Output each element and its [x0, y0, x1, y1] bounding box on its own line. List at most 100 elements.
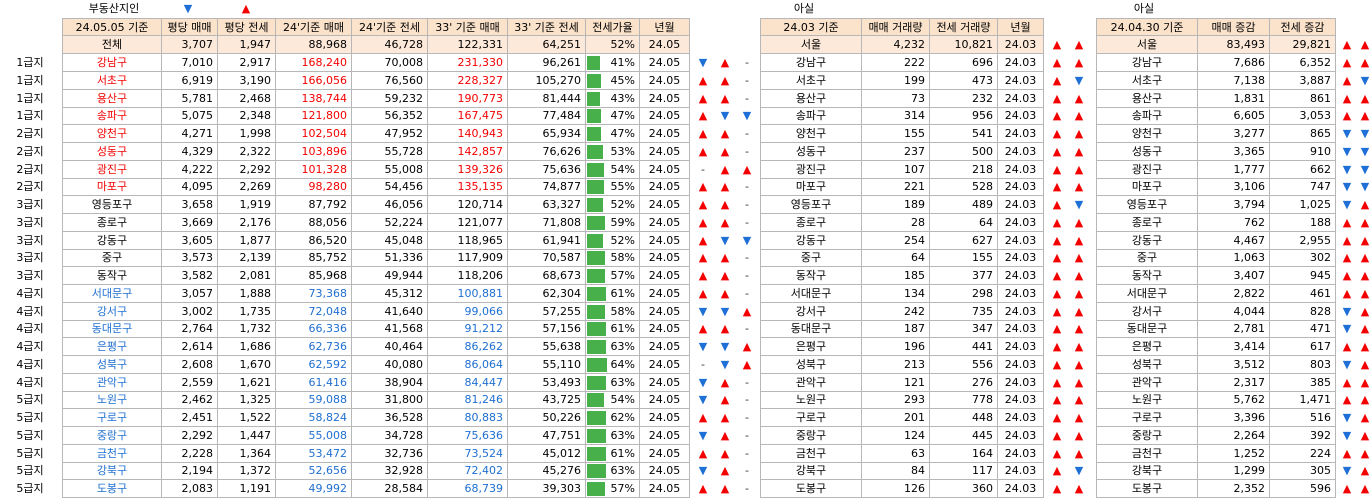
value-cell[interactable]: 1,888 — [218, 284, 276, 303]
district-name[interactable]: 도봉구 — [62, 480, 162, 498]
district-name[interactable]: 강북구 — [760, 462, 862, 481]
value-cell[interactable]: 166,056 — [276, 71, 352, 90]
value-cell[interactable]: 24.03 — [998, 444, 1044, 463]
value-cell[interactable]: 65,934 — [508, 125, 586, 143]
district-name[interactable]: 도봉구 — [1096, 480, 1198, 498]
value-cell[interactable]: 59% — [586, 213, 640, 232]
value-cell[interactable]: 910 — [1270, 142, 1336, 161]
value-cell[interactable]: 34,728 — [352, 426, 428, 445]
value-cell[interactable]: 221 — [862, 178, 930, 197]
value-cell[interactable]: 87,792 — [276, 196, 352, 214]
value-cell[interactable]: 103,896 — [276, 142, 352, 161]
district-name[interactable]: 광진구 — [1096, 160, 1198, 179]
value-cell[interactable]: 224 — [1270, 444, 1336, 463]
value-cell[interactable]: 64 — [862, 249, 930, 268]
district-name[interactable]: 마포구 — [1096, 178, 1198, 197]
value-cell[interactable]: 662 — [1270, 160, 1336, 179]
value-cell[interactable]: 138,744 — [276, 89, 352, 108]
value-cell[interactable]: 121,077 — [428, 213, 508, 232]
value-cell[interactable]: 617 — [1270, 338, 1336, 356]
value-cell[interactable]: 228,327 — [428, 71, 508, 90]
value-cell[interactable]: 24.05 — [640, 480, 690, 498]
value-cell[interactable]: 74,877 — [508, 178, 586, 197]
value-cell[interactable]: 53% — [586, 142, 640, 161]
value-cell[interactable]: 24.03 — [998, 284, 1044, 303]
value-cell[interactable]: 24.03 — [998, 426, 1044, 445]
value-cell[interactable]: 2,292 — [218, 160, 276, 179]
value-cell[interactable]: 24.03 — [998, 338, 1044, 356]
district-name[interactable]: 노원구 — [760, 391, 862, 410]
value-cell[interactable]: 2,468 — [218, 89, 276, 108]
district-name[interactable]: 강동구 — [1096, 231, 1198, 250]
value-cell[interactable]: 68,739 — [428, 480, 508, 498]
value-cell[interactable]: 84,447 — [428, 373, 508, 392]
value-cell[interactable]: 2,348 — [218, 107, 276, 126]
district-name[interactable]: 양천구 — [62, 125, 162, 143]
value-cell[interactable]: 1,919 — [218, 196, 276, 214]
district-name[interactable]: 송파구 — [1096, 107, 1198, 126]
district-name[interactable]: 영등포구 — [62, 196, 162, 214]
value-cell[interactable]: 61,941 — [508, 231, 586, 250]
value-cell[interactable]: 305 — [1270, 462, 1336, 481]
value-cell[interactable]: 73,368 — [276, 284, 352, 303]
value-cell[interactable]: 24.05 — [640, 409, 690, 427]
value-cell[interactable]: 73,524 — [428, 444, 508, 463]
value-cell[interactable]: 134 — [862, 284, 930, 303]
header-cell[interactable]: 33' 기준 전세 — [508, 18, 586, 36]
district-name[interactable]: 마포구 — [62, 178, 162, 197]
value-cell[interactable]: 4,329 — [162, 142, 218, 161]
value-cell[interactable]: 58,824 — [276, 409, 352, 427]
value-cell[interactable]: 58% — [586, 302, 640, 321]
value-cell[interactable]: 627 — [930, 231, 998, 250]
district-name[interactable]: 종로구 — [1096, 213, 1198, 232]
value-cell[interactable]: 61% — [586, 320, 640, 339]
district-name[interactable]: 금천구 — [760, 444, 862, 463]
value-cell[interactable]: 3,053 — [1270, 107, 1336, 126]
value-cell[interactable]: 62,736 — [276, 338, 352, 356]
value-cell[interactable]: 57% — [586, 480, 640, 498]
value-cell[interactable]: 489 — [930, 196, 998, 214]
value-cell[interactable]: 24.03 — [998, 231, 1044, 250]
value-cell[interactable]: 81,444 — [508, 89, 586, 108]
value-cell[interactable]: 98,280 — [276, 178, 352, 197]
value-cell[interactable]: 54% — [586, 160, 640, 179]
value-cell[interactable]: 2,614 — [162, 338, 218, 356]
value-cell[interactable]: 38,904 — [352, 373, 428, 392]
header-cell[interactable]: 전세가율 — [586, 18, 640, 36]
total-cell[interactable]: 4,232 — [862, 36, 930, 54]
district-name[interactable]: 서초구 — [760, 71, 862, 90]
value-cell[interactable]: 1,471 — [1270, 391, 1336, 410]
header-cell[interactable]: 전세 거래량 — [930, 18, 998, 36]
value-cell[interactable]: 31,800 — [352, 391, 428, 410]
district-name[interactable]: 성북구 — [1096, 355, 1198, 374]
value-cell[interactable]: 105,270 — [508, 71, 586, 90]
value-cell[interactable]: 596 — [1270, 480, 1336, 498]
value-cell[interactable]: 24.03 — [998, 54, 1044, 72]
district-name[interactable]: 마포구 — [760, 178, 862, 197]
value-cell[interactable]: 24.03 — [998, 178, 1044, 197]
value-cell[interactable]: 24.03 — [998, 409, 1044, 427]
value-cell[interactable]: 1,063 — [1198, 249, 1270, 268]
value-cell[interactable]: 121 — [862, 373, 930, 392]
value-cell[interactable]: 3,002 — [162, 302, 218, 321]
value-cell[interactable]: 70,008 — [352, 54, 428, 72]
value-cell[interactable]: 59,232 — [352, 89, 428, 108]
value-cell[interactable]: 2,917 — [218, 54, 276, 72]
total-cell[interactable]: 29,821 — [1270, 36, 1336, 54]
district-name[interactable]: 중구 — [1096, 249, 1198, 268]
value-cell[interactable]: 124 — [862, 426, 930, 445]
value-cell[interactable]: 24.05 — [640, 231, 690, 250]
value-cell[interactable]: 102,504 — [276, 125, 352, 143]
value-cell[interactable]: 43,725 — [508, 391, 586, 410]
value-cell[interactable]: 24.05 — [640, 142, 690, 161]
value-cell[interactable]: 199 — [862, 71, 930, 90]
value-cell[interactable]: 139,326 — [428, 160, 508, 179]
district-name[interactable]: 은평구 — [760, 338, 862, 356]
value-cell[interactable]: 3,658 — [162, 196, 218, 214]
value-cell[interactable]: 24.03 — [998, 249, 1044, 268]
value-cell[interactable]: 1,252 — [1198, 444, 1270, 463]
district-name[interactable]: 종로구 — [62, 213, 162, 232]
value-cell[interactable]: 63% — [586, 338, 640, 356]
value-cell[interactable]: 747 — [1270, 178, 1336, 197]
value-cell[interactable]: 45,012 — [508, 444, 586, 463]
